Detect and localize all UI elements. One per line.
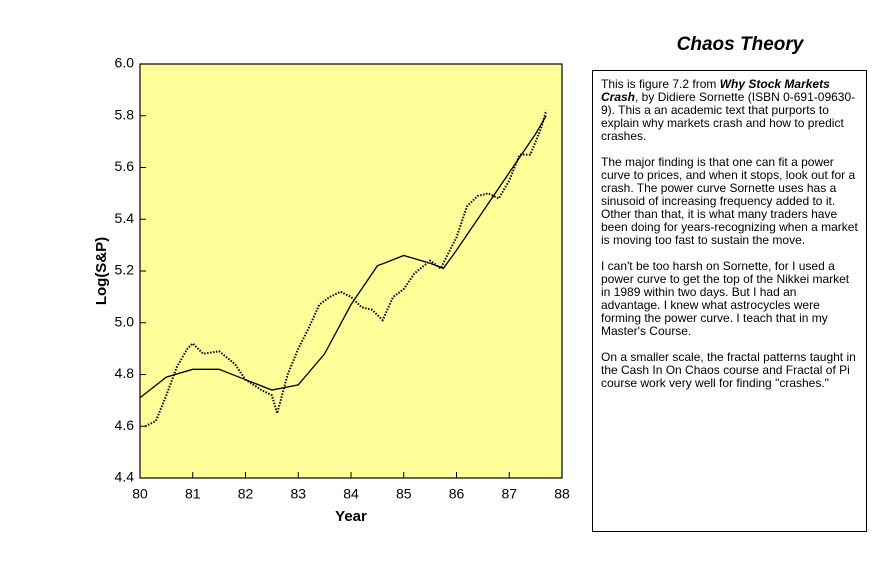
y-tick-label: 4.8	[115, 365, 135, 381]
y-tick-label: 4.6	[115, 417, 135, 433]
y-axis-label: Log(S&P)	[93, 237, 110, 305]
paragraph: The major finding is that one can fit a …	[601, 156, 858, 247]
x-tick-label: 85	[396, 486, 412, 502]
text-run: On a smaller scale, the fractal patterns…	[601, 350, 856, 390]
y-tick-label: 4.4	[115, 469, 135, 485]
y-tick-label: 6.0	[115, 55, 135, 71]
y-tick-label: 5.4	[115, 210, 135, 226]
x-tick-label: 80	[132, 486, 148, 502]
series-line	[139, 115, 547, 399]
x-tick-label: 87	[501, 486, 517, 502]
x-tick-label: 84	[343, 486, 359, 502]
x-tick-label: 88	[554, 486, 570, 502]
x-tick-label: 86	[449, 486, 465, 502]
paragraph: I can't be too harsh on Sornette, for I …	[601, 260, 858, 338]
text-run: Why Stock Markets Crash	[601, 77, 830, 104]
paragraph: On a smaller scale, the fractal patterns…	[601, 351, 858, 390]
panel-title: Chaos Theory	[676, 34, 804, 55]
series-line	[144, 110, 548, 428]
text-run: This is figure 7.2 from	[601, 77, 720, 91]
text-run: I can't be too harsh on Sornette, for I …	[601, 259, 850, 338]
text-run: The major finding is that one can fit a …	[601, 155, 858, 247]
y-tick-label: 5.8	[115, 106, 135, 122]
y-tick-label: 5.0	[115, 313, 135, 329]
x-tick-label: 82	[238, 486, 254, 502]
text-panel: This is figure 7.2 from Why Stock Market…	[592, 70, 867, 532]
paragraph: This is figure 7.2 from Why Stock Market…	[601, 78, 858, 143]
plot-area	[139, 63, 563, 479]
text-run: , by Didiere Sornette (ISBN 0-691-09630-…	[601, 90, 856, 143]
y-tick-label: 5.2	[115, 262, 135, 278]
x-tick-label: 83	[290, 486, 306, 502]
x-tick-label: 81	[185, 486, 201, 502]
y-tick-label: 5.6	[115, 158, 135, 174]
x-axis-label: Year	[335, 508, 367, 525]
